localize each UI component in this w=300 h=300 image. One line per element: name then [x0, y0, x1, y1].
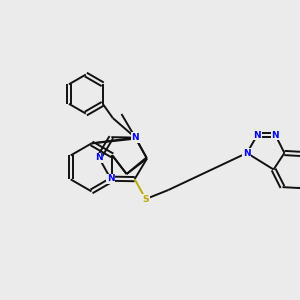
Text: N: N [131, 133, 139, 142]
Text: N: N [243, 148, 251, 158]
Text: N: N [107, 174, 115, 183]
Text: N: N [95, 153, 103, 162]
Text: S: S [142, 195, 149, 204]
Text: N: N [254, 130, 261, 140]
Text: N: N [272, 130, 279, 140]
